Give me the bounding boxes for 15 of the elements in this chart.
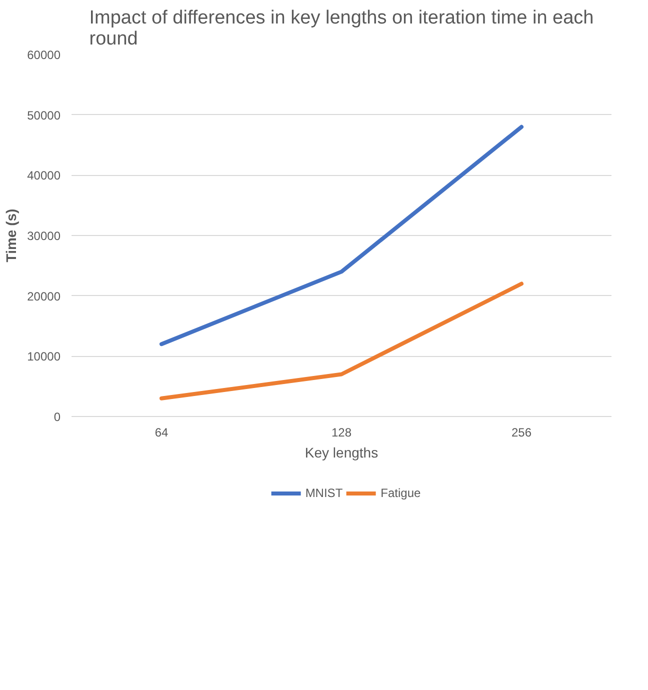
y-axis-title: Time (s) <box>3 208 20 262</box>
y-tick-label: 60000 <box>27 48 61 62</box>
y-tick-label: 10000 <box>27 350 61 364</box>
y-tick-label: 50000 <box>27 108 61 122</box>
chart-title: Impact of differences in key lengths on iteration time in each round <box>89 8 594 50</box>
legend-label: Fatigue <box>380 486 421 500</box>
y-tick-label: 0 <box>54 410 61 424</box>
x-tick-label: 128 <box>331 426 352 440</box>
x-tick-label: 256 <box>511 426 532 440</box>
y-tick-label: 30000 <box>27 229 61 243</box>
x-tick-label: 64 <box>154 426 168 440</box>
x-axis-title: Key lengths <box>304 444 378 460</box>
legend-label: MNIST <box>305 486 343 500</box>
y-tick-label: 40000 <box>27 168 61 183</box>
y-tick-label: 20000 <box>27 289 61 304</box>
